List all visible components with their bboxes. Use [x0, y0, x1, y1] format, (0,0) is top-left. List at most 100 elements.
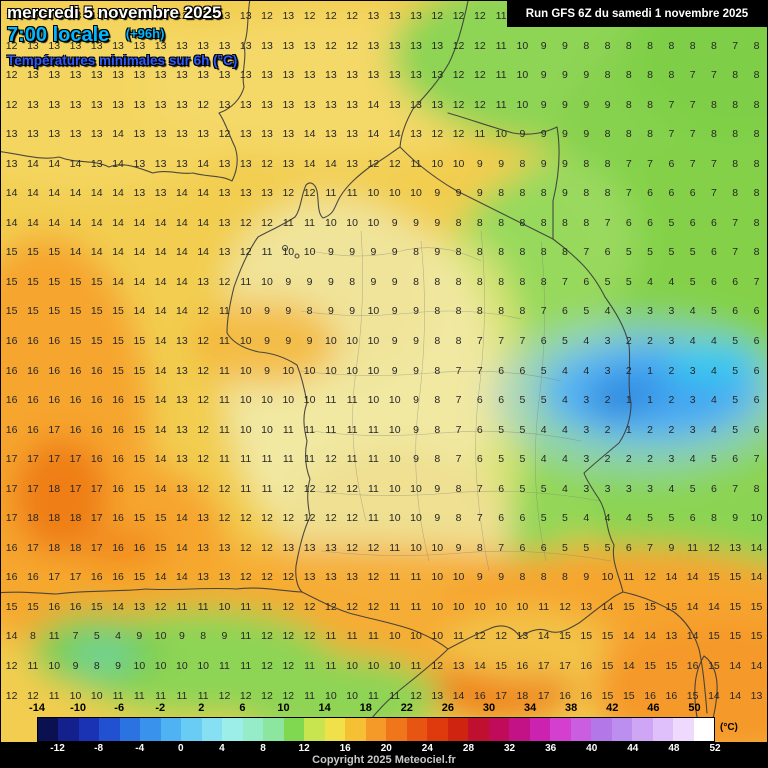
- temp-value: 8: [519, 246, 526, 259]
- temp-value: 15: [580, 630, 593, 643]
- temp-value: 11: [325, 630, 337, 643]
- temp-value: 18: [48, 512, 61, 525]
- temp-value: 5: [519, 482, 526, 495]
- temp-value: 16: [5, 335, 18, 348]
- legend-label: 28: [462, 743, 475, 754]
- temp-value: 12: [261, 10, 273, 22]
- temp-value: 13: [346, 571, 358, 584]
- temp-value: 10: [261, 423, 273, 436]
- temp-value: 14: [197, 216, 210, 229]
- temp-value: 10: [410, 541, 422, 554]
- legend-top-labels: -14 -10 -6 -2 2 6 10 14 18 22 26 30 34 38 42 46 50: [1, 702, 767, 716]
- temp-value: 17: [69, 571, 82, 584]
- temp-value: 5: [562, 512, 568, 525]
- temp-value: 7: [668, 98, 675, 111]
- temp-value: 13: [197, 128, 210, 141]
- temp-value: 13: [282, 39, 295, 52]
- temp-value: 8: [753, 39, 760, 52]
- temp-value: 8: [434, 275, 441, 288]
- temp-value: 7: [668, 128, 675, 141]
- temp-value: 13: [176, 157, 188, 170]
- temp-value: 14: [90, 187, 103, 200]
- temp-value: 10: [303, 246, 316, 259]
- temp-value: 12: [452, 98, 465, 111]
- temp-value: 14: [325, 157, 337, 170]
- temp-value: 7: [732, 216, 739, 229]
- temp-value: 16: [27, 571, 39, 584]
- temp-value: 9: [476, 157, 483, 170]
- legend-color-segment: [468, 718, 489, 741]
- temp-value: 13: [729, 541, 742, 554]
- temp-value: 9: [562, 187, 568, 200]
- legend-label: 40: [586, 743, 598, 754]
- temp-value: 3: [583, 482, 590, 495]
- temp-value: 16: [27, 423, 39, 436]
- temp-value: 15: [133, 482, 146, 495]
- legend-color-segment: [283, 718, 305, 741]
- temp-value: 12: [303, 187, 316, 200]
- temp-value: 6: [498, 482, 505, 495]
- temp-value: 11: [389, 571, 401, 584]
- temp-value: 8: [519, 187, 526, 200]
- temp-value: 11: [176, 689, 188, 702]
- temp-value: 12: [325, 512, 337, 525]
- temp-value: 9: [583, 571, 590, 584]
- temp-value: 12: [473, 39, 486, 52]
- temp-value: 15: [48, 246, 61, 259]
- temp-value: 10: [261, 275, 273, 288]
- temp-value: 12: [239, 689, 252, 702]
- temp-value: 8: [540, 187, 547, 200]
- temperature-row: 16 16 17 17 16 16 15 14 14 13 13 12 12 12 13 13 13 12 11 11…: [1, 563, 767, 593]
- temp-value: 9: [413, 335, 419, 348]
- temp-value: 5: [562, 541, 568, 554]
- temp-value: 11: [261, 600, 273, 613]
- temp-value: 18: [69, 541, 82, 554]
- temp-value: 7: [625, 157, 632, 170]
- legend-color-segment: [611, 718, 633, 741]
- temp-value: 17: [495, 689, 507, 702]
- temp-value: 10: [325, 689, 337, 702]
- temp-value: 14: [303, 128, 316, 141]
- temp-value: 14: [154, 423, 167, 436]
- temp-value: 10: [154, 660, 167, 673]
- temp-value: 11: [197, 600, 209, 613]
- temp-value: 14: [367, 98, 380, 111]
- temp-value: 15: [686, 689, 699, 702]
- temp-value: 3: [668, 453, 675, 466]
- temp-value: 13: [154, 128, 167, 141]
- temp-value: 8: [604, 69, 611, 82]
- temp-value: 14: [133, 275, 146, 288]
- legend-color-segment: [222, 718, 243, 741]
- temp-value: 13: [218, 246, 231, 259]
- temp-value: 6: [711, 482, 717, 495]
- temp-value: 6: [498, 512, 505, 525]
- temp-value: 11: [389, 689, 401, 702]
- temp-value: 12: [197, 453, 210, 466]
- temperature-row: 12 11 10 9 8 9 10 10 10 10 11 11 12 12 11 11 10 10 10 11 12 1…: [1, 652, 767, 682]
- temp-value: 13: [176, 394, 188, 407]
- temp-value: 10: [218, 600, 231, 613]
- temp-value: 14: [622, 660, 635, 673]
- temp-value: 4: [711, 364, 717, 377]
- temp-value: 14: [48, 216, 61, 229]
- temp-value: 13: [239, 157, 252, 170]
- temp-value: 6: [540, 335, 547, 348]
- temp-value: 13: [48, 98, 61, 111]
- temp-value: 17: [90, 512, 103, 525]
- temp-value: 16: [90, 571, 103, 584]
- temp-value: 14: [69, 216, 82, 229]
- temp-value: 18: [48, 541, 61, 554]
- temp-value: 16: [473, 689, 486, 702]
- temp-value: 16: [90, 364, 103, 377]
- temp-value: 10: [431, 157, 444, 170]
- temp-value: 15: [112, 335, 124, 348]
- temp-value: 4: [562, 423, 568, 436]
- temp-value: 15: [665, 600, 678, 613]
- temp-value: 13: [388, 69, 401, 82]
- temp-value: 8: [562, 571, 568, 584]
- temp-value: 7: [476, 482, 483, 495]
- temp-value: 11: [219, 335, 230, 348]
- temp-value: 13: [410, 10, 422, 22]
- temp-value: 9: [434, 482, 441, 495]
